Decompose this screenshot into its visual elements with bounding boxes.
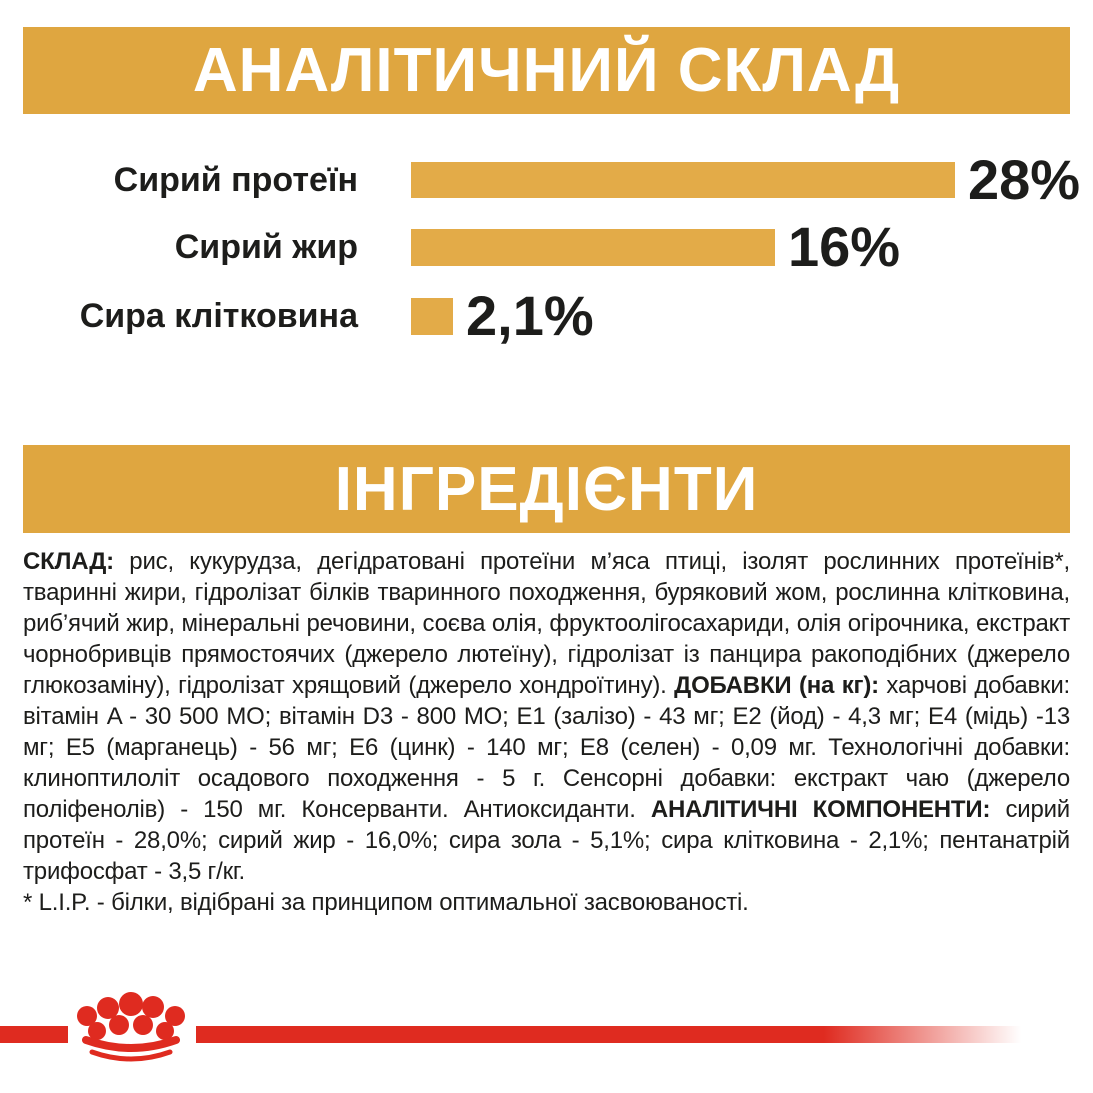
- ingredients-banner: ІНГРЕДІЄНТИ: [23, 445, 1070, 533]
- bar-value-crude-fat: 16%: [788, 215, 901, 278]
- bar-value-crude-protein: 28%: [968, 148, 1081, 211]
- lip-footnote: * L.I.P. - білки, відібрані за принципом…: [23, 889, 749, 916]
- brand-line-right: [196, 1026, 1093, 1043]
- royal-canin-crown-icon: [77, 992, 185, 1062]
- bar-label-crude-fiber: Сира клітковина: [79, 297, 358, 335]
- bar-label-crude-fat: Сирий жир: [174, 228, 358, 266]
- analytical-composition-title: АНАЛІТИЧНИЙ СКЛАД: [192, 36, 901, 105]
- bar-crude-fiber: [411, 298, 453, 335]
- bar-label-crude-protein: Сирий протеїн: [113, 161, 358, 199]
- bar-crude-protein: [411, 162, 955, 198]
- analytical-composition-banner: АНАЛІТИЧНИЙ СКЛАД: [23, 27, 1070, 114]
- bar-value-crude-fiber: 2,1%: [466, 284, 594, 347]
- brand-line-left: [0, 1026, 68, 1043]
- ingredients-text-block: СКЛАД: рис, кукурудза, дегідратовані про…: [23, 546, 1070, 918]
- bar-crude-fat: [411, 229, 775, 266]
- composition-paragraph: СКЛАД: рис, кукурудза, дегідратовані про…: [23, 548, 1071, 885]
- ingredients-title: ІНГРЕДІЄНТИ: [334, 454, 759, 524]
